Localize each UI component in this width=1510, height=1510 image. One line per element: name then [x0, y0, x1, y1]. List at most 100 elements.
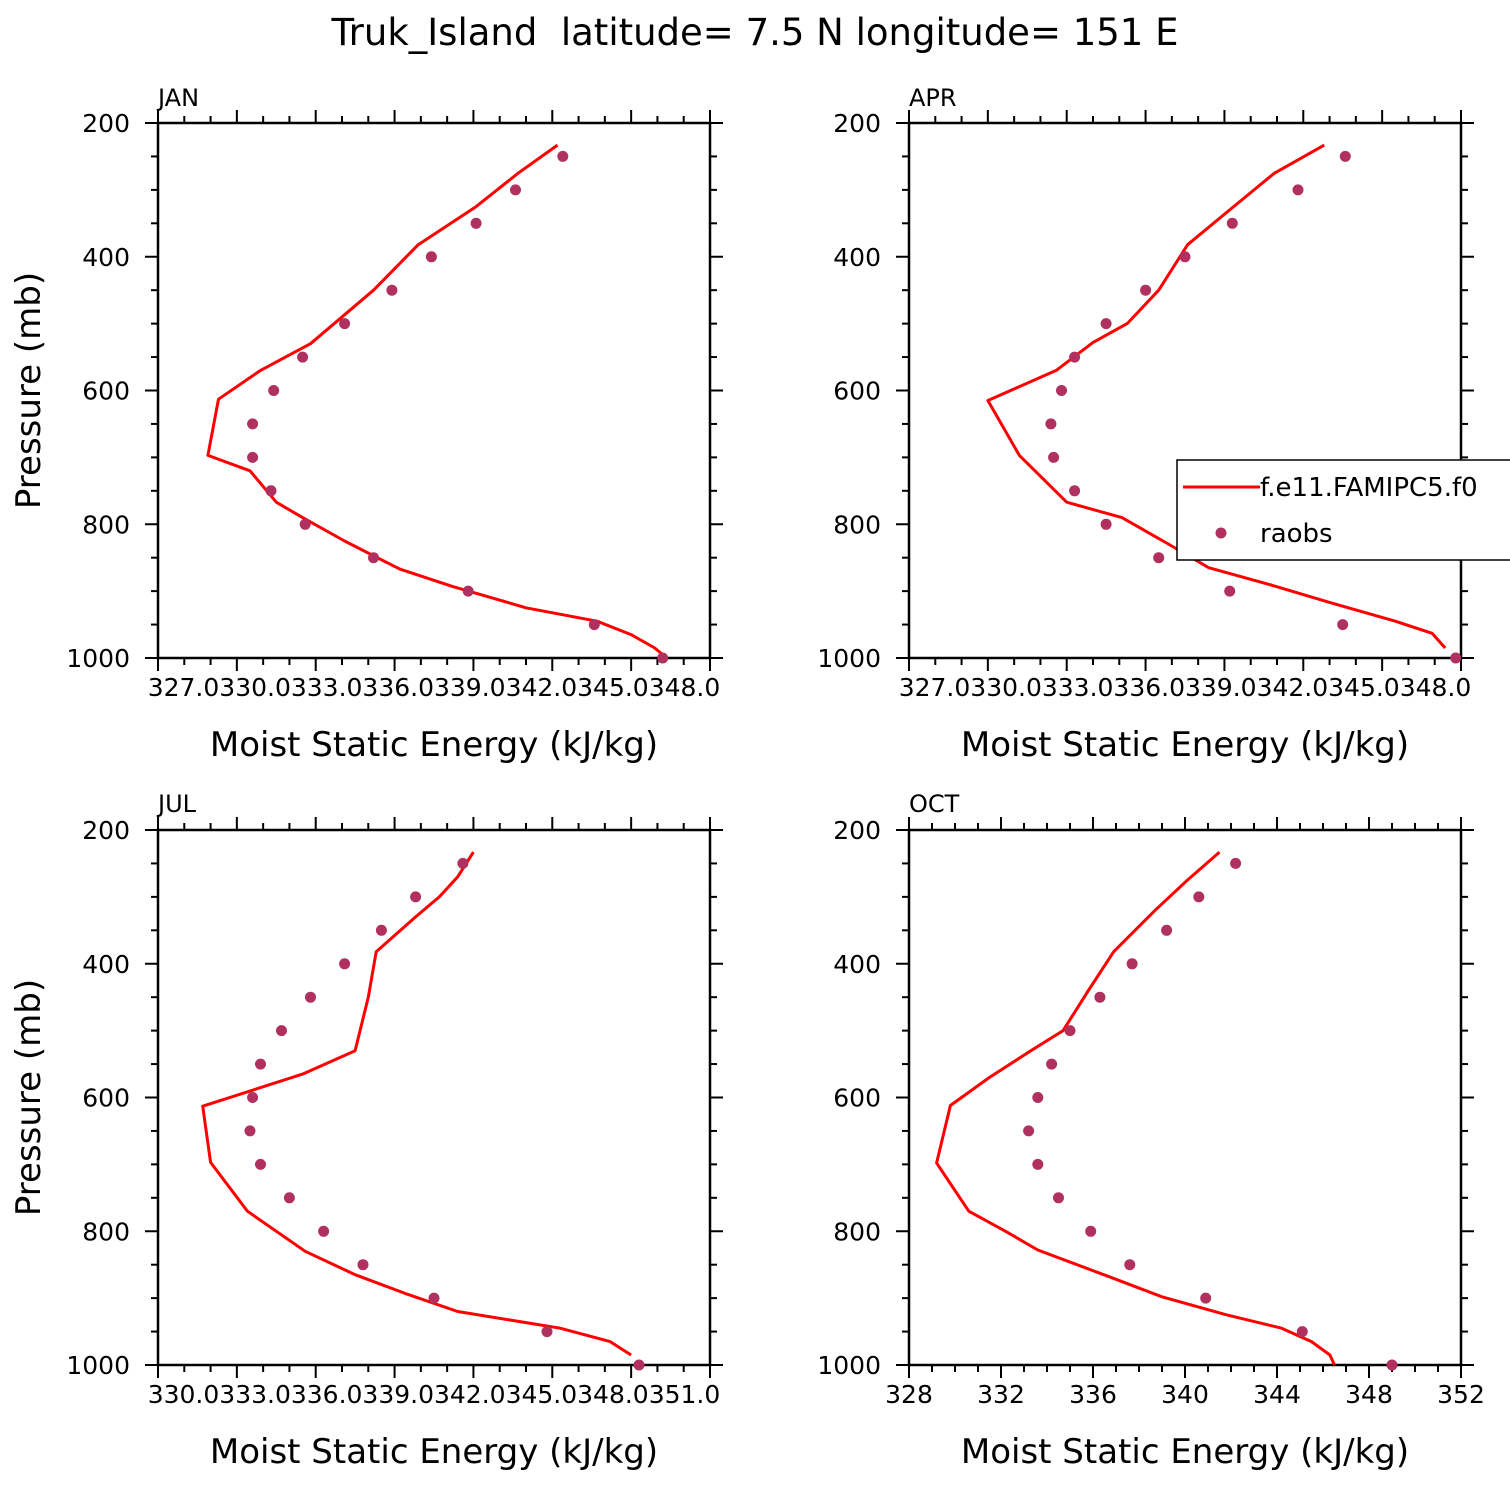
- obs-point: [1292, 184, 1304, 196]
- obs-point: [375, 924, 387, 936]
- obs-point: [1153, 552, 1165, 564]
- y-tick-label: 400: [833, 950, 881, 979]
- obs-point: [1048, 451, 1060, 463]
- obs-point: [299, 518, 311, 530]
- x-tick-label: 340: [1161, 1380, 1209, 1409]
- panel-jul: JUL 330.0333.0336.0339.0342.0345.0348.03…: [9, 790, 723, 1472]
- y-tick-label: 800: [82, 510, 130, 539]
- obs-point: [410, 891, 422, 903]
- panel-jan: JAN 327.0330.0333.0336.0339.0342.0345.03…: [9, 84, 723, 765]
- obs-point: [1100, 318, 1112, 330]
- x-tick-label: 352: [1437, 1380, 1485, 1409]
- model-series-line: [986, 143, 1447, 649]
- legend-obs-marker: [1215, 527, 1227, 539]
- y-tick-label: 1000: [817, 1351, 881, 1380]
- y-tick-label: 200: [833, 816, 881, 845]
- obs-point: [1193, 891, 1205, 903]
- plot-frame: [156, 121, 712, 660]
- legend-box: [1176, 459, 1510, 561]
- panel-label-oct: OCT: [909, 790, 960, 818]
- x-axis-label: Moist Static Energy (kJ/kg): [210, 1432, 658, 1472]
- y-tick-label: 400: [82, 243, 130, 272]
- obs-point: [1226, 217, 1238, 229]
- obs-point: [1100, 518, 1112, 530]
- obs-point: [633, 1359, 645, 1371]
- obs-point: [1224, 585, 1236, 597]
- obs-point: [255, 1158, 266, 1170]
- legend-model-label: f.e11.FAMIPC5.f0: [1260, 473, 1478, 503]
- obs-point: [368, 552, 379, 564]
- obs-point: [276, 1025, 287, 1037]
- obs-point: [283, 1192, 295, 1204]
- obs-point: [1126, 958, 1138, 970]
- obs-point: [557, 150, 569, 162]
- obs-point: [1045, 418, 1057, 430]
- x-tick-label: 348: [1345, 1380, 1393, 1409]
- panel-label-apr: APR: [909, 84, 957, 112]
- y-tick-label: 600: [833, 1084, 881, 1113]
- obs-point: [1337, 619, 1349, 631]
- x-tick-label: 344: [1253, 1380, 1301, 1409]
- obs-point: [657, 652, 669, 664]
- obs-point: [1450, 652, 1462, 664]
- y-tick-label: 600: [82, 377, 130, 406]
- obs-point: [1200, 1292, 1212, 1304]
- obs-point: [1230, 857, 1242, 869]
- obs-point: [339, 318, 351, 330]
- obs-point: [1056, 385, 1067, 396]
- y-tick-label: 1000: [66, 644, 130, 673]
- x-axis-label: Moist Static Energy (kJ/kg): [961, 1432, 1409, 1472]
- y-tick-label: 200: [833, 109, 881, 138]
- model-series-line: [201, 851, 632, 1357]
- obs-point: [386, 284, 398, 296]
- obs-point: [255, 1058, 266, 1070]
- y-tick-label: 200: [82, 109, 130, 138]
- y-tick-label: 1000: [817, 644, 881, 673]
- panel-oct: OCT 328 332 336 340 344 348 352 200 400 600 800 100…: [817, 790, 1484, 1472]
- obs-point: [247, 451, 259, 463]
- plot-frame: [907, 121, 1463, 660]
- y-tick-label: 800: [833, 1217, 881, 1246]
- obs-point: [588, 619, 600, 631]
- obs-point: [1046, 1058, 1058, 1070]
- obs-point: [425, 251, 437, 263]
- x-tick-label: 332: [977, 1380, 1025, 1409]
- obs-point: [541, 1326, 553, 1338]
- x-tick-labels: 330.0333.0336.0339.0342.0345.0348.0351.0: [148, 1380, 721, 1409]
- y-axis-label: Pressure (mb): [9, 272, 49, 509]
- obs-point: [247, 1092, 259, 1103]
- legend: f.e11.FAMIPC5.f0 raobs: [1176, 459, 1510, 561]
- plot-frame: [156, 828, 712, 1367]
- figure-title: Truk_Island latitude= 7.5 N longitude= 1…: [331, 11, 1179, 54]
- obs-point: [1339, 150, 1351, 162]
- y-tick-label: 200: [82, 816, 130, 845]
- obs-point: [1094, 991, 1106, 1003]
- obs-point: [428, 1292, 440, 1304]
- obs-point: [1161, 924, 1173, 936]
- y-axis-label: Pressure (mb): [9, 979, 49, 1216]
- obs-point: [470, 217, 482, 229]
- obs-point: [1032, 1158, 1044, 1170]
- model-series-line: [206, 143, 664, 656]
- obs-point: [1053, 1192, 1064, 1204]
- x-tick-labels: 327.0330.0333.0336.0339.0342.0345.0348.0: [148, 673, 721, 702]
- obs-point: [268, 385, 280, 396]
- x-axis-label: Moist Static Energy (kJ/kg): [961, 725, 1409, 765]
- x-tick-label: 328: [885, 1380, 933, 1409]
- obs-point: [247, 418, 259, 430]
- x-axis-label: Moist Static Energy (kJ/kg): [210, 725, 658, 765]
- obs-point: [244, 1125, 256, 1137]
- obs-point: [457, 857, 469, 869]
- legend-obs-label: raobs: [1260, 519, 1333, 549]
- obs-point: [510, 184, 521, 196]
- y-tick-label: 600: [833, 377, 881, 406]
- plot-frame: [907, 828, 1463, 1367]
- obs-point: [1032, 1092, 1044, 1103]
- model-series-line: [935, 850, 1336, 1366]
- x-tick-labels: 327.0330.0333.0336.0339.0342.0345.0348.0: [899, 673, 1472, 702]
- obs-point: [339, 958, 351, 970]
- y-tick-label: 600: [82, 1084, 130, 1113]
- obs-point: [1296, 1326, 1308, 1338]
- obs-point: [318, 1225, 330, 1237]
